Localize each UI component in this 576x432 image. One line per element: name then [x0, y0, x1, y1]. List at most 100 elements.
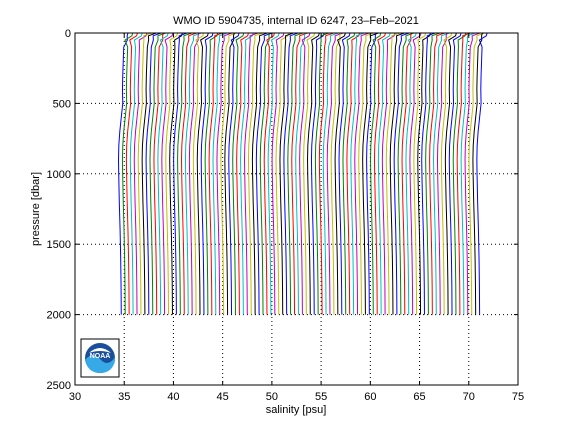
profile-line [228, 32, 240, 315]
profile-line [200, 32, 214, 315]
profile-line [125, 32, 138, 315]
profile-line [240, 32, 254, 315]
profile-line [287, 32, 303, 315]
profile-line [141, 32, 157, 315]
profile-line [153, 32, 164, 315]
profile-line [342, 32, 356, 315]
profile-line [259, 32, 271, 315]
profile-line [299, 32, 311, 315]
profile-line [275, 32, 290, 315]
noaa-logo-wave [85, 355, 115, 373]
profile-line [244, 32, 259, 315]
x-tick-label: 75 [512, 391, 524, 403]
profile-line [476, 32, 488, 315]
profile-line [448, 32, 462, 315]
profile-line [314, 32, 329, 315]
profile-line [464, 32, 481, 315]
profile-line [118, 32, 129, 315]
y-tick-label: 2000 [47, 310, 71, 322]
profile-line [417, 32, 431, 315]
profile-line [149, 32, 166, 315]
profile-line [362, 32, 379, 315]
profile-line [373, 32, 386, 315]
noaa-logo-bird [89, 348, 111, 353]
x-tick-label: 35 [118, 391, 130, 403]
x-tick-label: 40 [167, 391, 179, 403]
x-tick-label: 65 [413, 391, 425, 403]
profile-line [389, 32, 405, 315]
profile-line [161, 32, 174, 315]
profile-line [318, 32, 334, 315]
profile-line [291, 32, 308, 315]
profile-line [121, 32, 134, 315]
profile-line [405, 32, 417, 315]
profile-line [460, 32, 476, 315]
profile-line [322, 32, 339, 315]
profile-line [283, 32, 299, 315]
profile-line [165, 32, 179, 315]
profile-line [370, 32, 382, 315]
grid-lines [75, 33, 518, 385]
profile-line [279, 32, 294, 315]
profile-line [216, 32, 233, 315]
profile-line [251, 32, 268, 315]
noaa-logo-text: NOAA [90, 353, 111, 360]
y-tick-label: 1000 [47, 169, 71, 181]
y-tick-label: 500 [53, 98, 71, 110]
noaa-logo: NOAA [80, 338, 120, 378]
profile-line [247, 32, 263, 315]
profile-line [204, 32, 219, 315]
profile-line [263, 32, 275, 315]
x-tick-label: 45 [217, 391, 229, 403]
profile-line [472, 32, 483, 315]
profile-line [184, 32, 202, 315]
y-tick-label: 1500 [47, 239, 71, 251]
profile-line [421, 32, 436, 315]
profile-line [169, 32, 183, 315]
profile-line [255, 32, 273, 315]
profile-line [212, 32, 228, 315]
profile-line [192, 32, 205, 315]
profile-line [145, 32, 162, 315]
profile-line [307, 32, 320, 315]
profile-line [401, 32, 412, 315]
x-tick-label: 70 [463, 391, 475, 403]
profile-line [338, 32, 351, 315]
profile-line [224, 32, 235, 315]
x-tick-label: 60 [364, 391, 376, 403]
profile-line [208, 32, 223, 315]
y-tick-label: 0 [65, 28, 71, 40]
y-tick-label: 2500 [47, 380, 71, 392]
profile-line [157, 32, 169, 315]
profile-line [181, 32, 197, 315]
profile-line [354, 32, 370, 315]
profile-line [173, 32, 188, 315]
profile-line [452, 32, 467, 315]
profile-line [220, 32, 237, 315]
profile-line [137, 32, 152, 315]
profile-line [177, 32, 192, 315]
profile-line [188, 32, 200, 315]
profile-line [429, 32, 445, 315]
profile-line [326, 32, 344, 315]
profile-line [409, 32, 422, 315]
profile-line [267, 32, 280, 315]
profile-line [413, 32, 427, 315]
profile-line [468, 32, 485, 315]
profile-line [330, 32, 342, 315]
profile-line [381, 32, 396, 315]
x-tick-label: 50 [266, 391, 278, 403]
profile-series [118, 32, 488, 315]
plot-area-frame [74, 32, 519, 386]
profile-line [377, 32, 391, 315]
profile-line [310, 32, 325, 315]
profile-line [456, 32, 471, 315]
profile-line [358, 32, 374, 315]
profile-line [196, 32, 209, 315]
profile-line [433, 32, 450, 315]
profile-line [303, 32, 316, 315]
profile-line [295, 32, 306, 315]
profile-line [133, 32, 148, 315]
chart-title: WMO ID 5904735, internal ID 6247, 23–Feb… [173, 15, 419, 27]
profile-line [366, 32, 377, 315]
